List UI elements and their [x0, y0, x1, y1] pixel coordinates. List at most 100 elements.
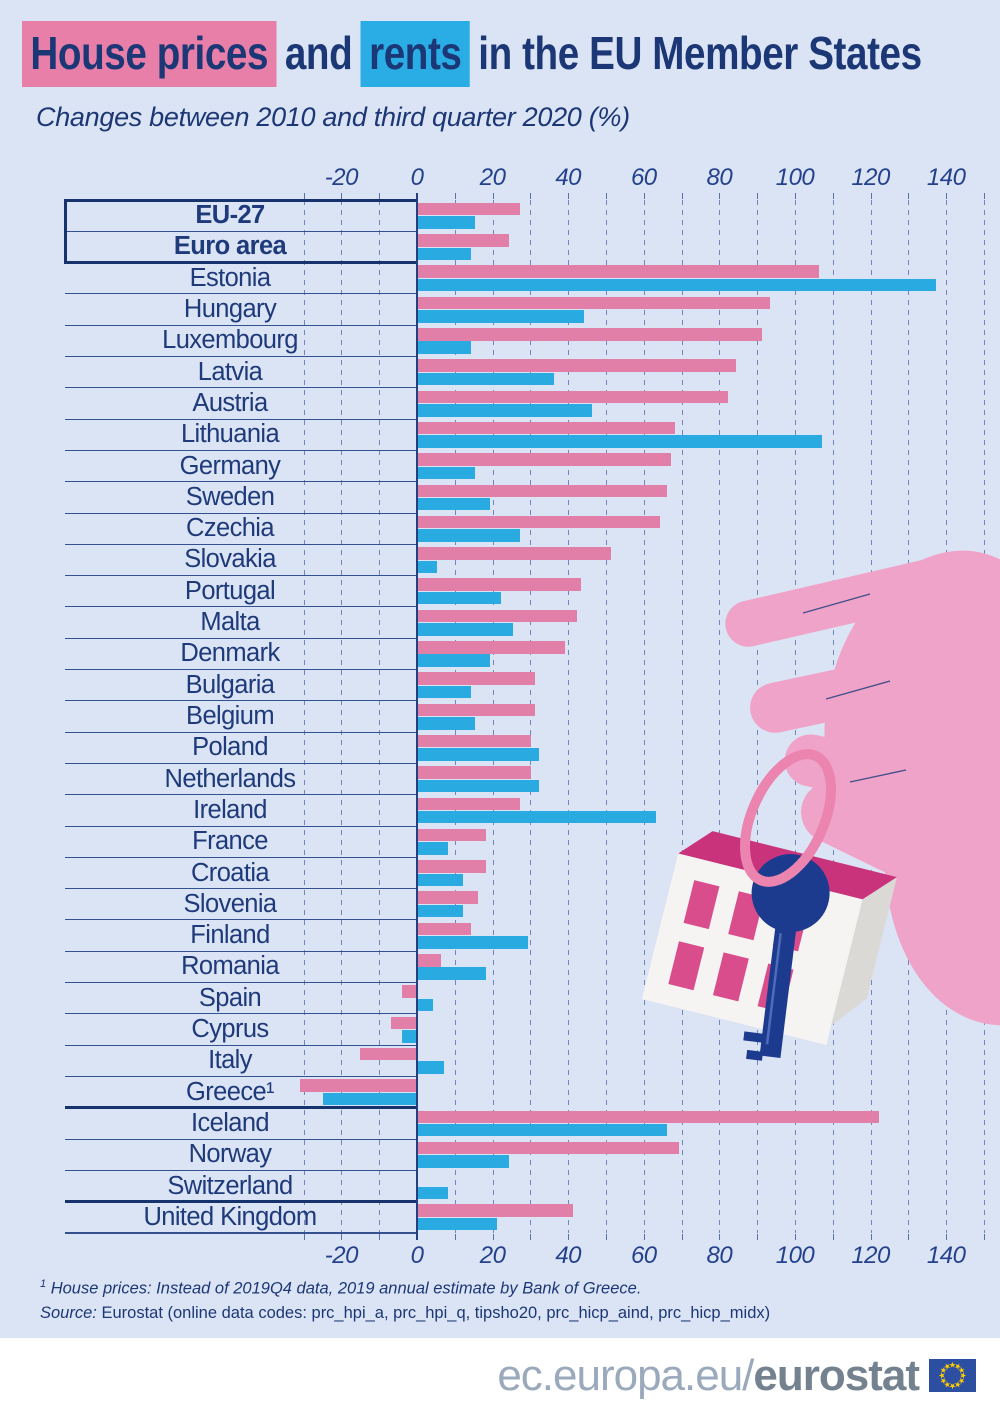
- axis-tick-top: [908, 193, 910, 199]
- axis-tick-bottom: [908, 1233, 910, 1240]
- row-label: Hungary: [183, 295, 277, 324]
- title-highlight-house-prices: House prices: [22, 21, 277, 87]
- axis-tick-top: [568, 193, 570, 199]
- axis-tick-label-bottom: 100: [775, 1241, 815, 1269]
- row-separator-line: [65, 543, 417, 545]
- axis-tick-top: [530, 193, 532, 199]
- bar-rents: [418, 529, 521, 542]
- bar-rents: [418, 435, 823, 448]
- row-separator-line: [65, 481, 417, 483]
- row-separator-line: [65, 856, 417, 858]
- axis-tick-top: [832, 193, 834, 199]
- bar-house-prices: [418, 234, 509, 247]
- axis-tick-top: [492, 193, 494, 199]
- footer-url-prefix: ec.europa.eu/: [497, 1350, 754, 1400]
- axis-tick-bottom: [606, 1233, 607, 1240]
- bar-house-prices: [418, 922, 471, 936]
- row-label: Denmark: [180, 639, 280, 668]
- source-text: Eurostat (online data codes: prc_hpi_a, …: [101, 1303, 771, 1322]
- row-separator-line: [65, 825, 417, 827]
- bar-house-prices: [418, 609, 577, 623]
- bar-house-prices: [418, 453, 672, 466]
- bar-rents: [418, 1155, 509, 1168]
- axis-tick-top: [303, 193, 305, 199]
- row-separator-line: [65, 794, 417, 796]
- row-label: Iceland: [190, 1108, 270, 1137]
- bar-rents: [418, 623, 513, 636]
- axis-tick-label-top: 60: [630, 164, 657, 191]
- gridline: [795, 200, 796, 1233]
- row-separator-line: [65, 919, 417, 921]
- bar-rents: [418, 904, 464, 918]
- bar-house-prices: [418, 797, 521, 811]
- title-rest-text: in the EU Member States: [478, 27, 922, 79]
- row-separator-line: [65, 1013, 417, 1015]
- axis-tick-label-top: 40: [555, 164, 582, 191]
- axis-tick-top: [379, 193, 381, 199]
- row-separator-line: [65, 575, 417, 577]
- bar-rents: [418, 748, 539, 761]
- bar-house-prices: [360, 1047, 417, 1061]
- bar-house-prices: [418, 672, 536, 685]
- bar-rents: [418, 404, 592, 417]
- axis-tick-label-bottom: 80: [706, 1241, 733, 1269]
- gridline: [757, 200, 759, 1233]
- gridline: [908, 200, 910, 1233]
- footnote-greece: 1 House prices: Instead of 2019Q4 data, …: [40, 1272, 770, 1301]
- bar-house-prices: [418, 359, 736, 372]
- title-mid-text: and: [284, 27, 353, 79]
- row-separator-line: [65, 387, 417, 389]
- row-label: Euro area: [173, 232, 287, 261]
- axis-tick-bottom: [379, 1233, 381, 1240]
- axis-tick-bottom: [643, 1233, 645, 1240]
- row-label: Norway: [188, 1140, 272, 1169]
- row-label: Estonia: [189, 263, 271, 292]
- bar-rents: [418, 278, 936, 292]
- bar-rents: [418, 685, 471, 699]
- bar-house-prices: [401, 985, 417, 998]
- axis-tick-bottom: [719, 1233, 721, 1240]
- axis-tick-label-top: 100: [775, 164, 815, 191]
- gridline: [454, 200, 456, 1233]
- axis-tick-bottom: [492, 1233, 494, 1240]
- row-label: Netherlands: [164, 764, 297, 793]
- row-separator-line: [65, 1075, 417, 1077]
- bar-rents: [418, 341, 471, 354]
- eu-flag-icon: [929, 1359, 976, 1392]
- bar-house-prices: [418, 515, 660, 529]
- row-separator-line: [65, 731, 417, 733]
- gridline: [530, 200, 532, 1233]
- page-title: House prices and rents in the EU Member Sta…: [22, 21, 922, 87]
- row-label: Finland: [190, 921, 270, 950]
- footnote-text: House prices: Instead of 2019Q4 data, 20…: [50, 1279, 642, 1298]
- axis-tick-label-top: -20: [324, 164, 359, 191]
- row-separator-line: [65, 324, 417, 326]
- axis-tick-top: [681, 193, 683, 199]
- row-separator-line: [65, 512, 417, 514]
- bar-rents: [418, 873, 464, 887]
- axis-tick-bottom: [795, 1233, 796, 1240]
- axis-tick-label-top: 0: [410, 164, 424, 191]
- axis-tick-bottom: [568, 1233, 570, 1240]
- bar-house-prices: [418, 484, 668, 498]
- row-separator-line: [65, 1044, 417, 1046]
- bar-house-prices: [418, 860, 487, 873]
- row-label: Portugal: [184, 576, 276, 605]
- title-highlight-rents: rents: [360, 21, 470, 87]
- axis-tick-bottom: [832, 1233, 834, 1240]
- row-label: Croatia: [190, 858, 270, 887]
- bar-house-prices: [418, 766, 532, 779]
- axis-tick-label-bottom: -20: [324, 1241, 359, 1269]
- bar-house-prices: [390, 1016, 417, 1030]
- axis-tick-label-bottom: 120: [851, 1241, 890, 1269]
- row-label: Greece¹: [186, 1077, 275, 1106]
- axis-tick-top: [984, 193, 985, 199]
- bar-rents: [322, 1092, 417, 1106]
- gridline: [681, 200, 683, 1233]
- axis-tick-bottom: [984, 1233, 985, 1240]
- gridline: [606, 200, 607, 1233]
- gridline: [984, 200, 985, 1233]
- row-label: Spain: [198, 983, 262, 1012]
- axis-tick-bottom: [454, 1233, 456, 1240]
